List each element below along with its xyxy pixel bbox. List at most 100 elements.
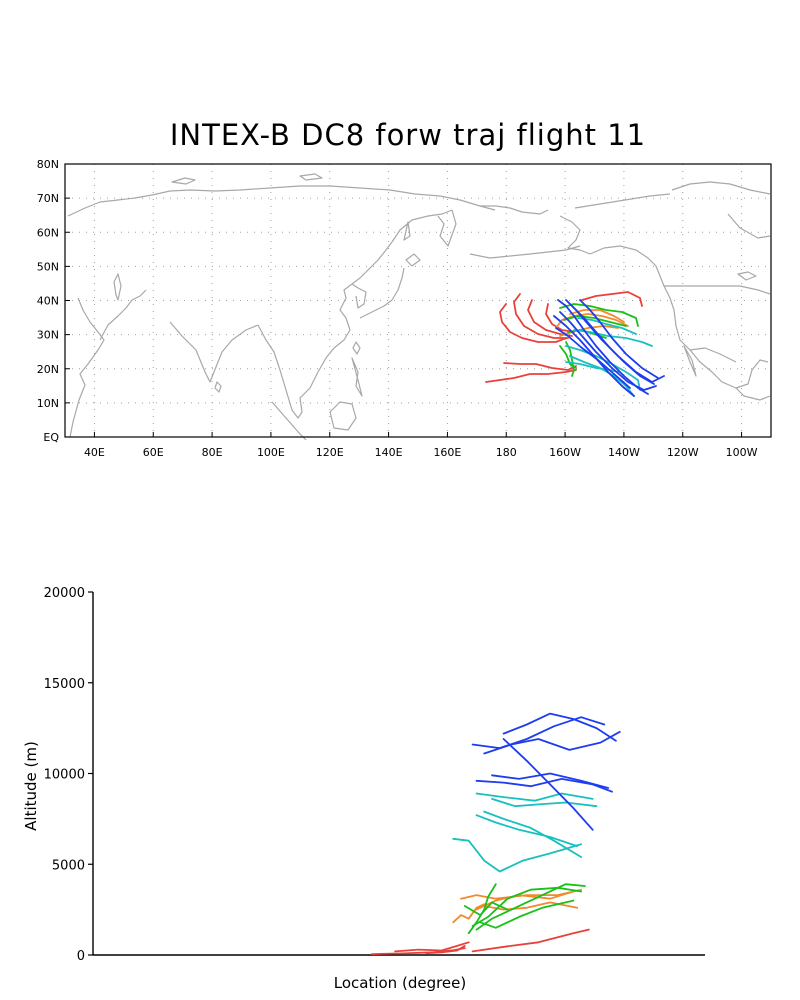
altitude-series-green-9: [471, 886, 582, 927]
y-tick-label: 0: [77, 949, 85, 964]
coastline-east-china: [333, 241, 393, 349]
map-traj-green-4: [559, 345, 577, 369]
y-tick-label: 15000: [44, 677, 85, 692]
coastline-baja: [683, 345, 697, 377]
altitude-series-cyan-16: [475, 792, 594, 802]
map-traj-cyan-3: [573, 329, 653, 347]
altitude-chart: 0 5000 10000 15000 20000 Altitude (m) Locati…: [22, 586, 705, 992]
altitude-series-blue-20: [502, 712, 617, 742]
y-tick-label: 5000: [52, 858, 85, 873]
coastline-southeast-asia: [257, 324, 335, 419]
coastline-great-lakes: [737, 271, 757, 281]
border-us-mexico: [689, 347, 737, 363]
altitude-series-red-1: [394, 941, 470, 953]
coastline-severnaya: [299, 173, 323, 181]
altitude-series-cyan-17: [491, 797, 598, 808]
coastline-borneo: [329, 401, 357, 431]
map-traj-orange-1: [555, 313, 629, 329]
altitude-series-green-11: [463, 901, 509, 917]
map-lon-label: 180: [496, 446, 517, 459]
altitude-series-blue-19: [483, 730, 621, 755]
map-lat-label: 40N: [37, 295, 59, 308]
map-traj-green-1: [559, 303, 639, 327]
map-lon-label: 80E: [202, 446, 223, 459]
map-traj-red-2: [513, 293, 569, 339]
map-lat-label: 20N: [37, 363, 59, 376]
map-latitude-labels: 80N 70N 60N 50N 40N 30N 20N 10N EQ: [37, 158, 70, 444]
trajectory-map: 80N 70N 60N 50N 40N 30N 20N 10N EQ 40E 60E 80E 100E…: [37, 158, 772, 459]
y-tick-label: 20000: [44, 586, 85, 601]
x-axis-label: Location (degree): [334, 974, 466, 992]
coastline-kamchatka: [437, 209, 457, 247]
coastline-hokkaido: [405, 253, 421, 267]
coastline-india: [169, 321, 259, 383]
map-traj-cyan-4: [565, 361, 619, 373]
coastline-hudson: [727, 213, 771, 239]
coastline-taiwan: [352, 341, 361, 355]
coastline-korea: [351, 283, 367, 309]
altitude-series-orange-4: [452, 903, 486, 924]
map-lon-label: 120W: [667, 446, 699, 459]
map-lat-label: 60N: [37, 226, 59, 239]
coastline-arctic-eurasia: [67, 185, 496, 217]
map-lat-label: 50N: [37, 260, 59, 273]
altitude-series-red-2: [425, 944, 466, 955]
altitude-series-blue-22: [491, 772, 610, 789]
altitude-series-cyan-15: [483, 810, 582, 858]
map-traj-blue-6: [555, 327, 631, 389]
coastline-japan: [359, 267, 405, 319]
altitude-series: [370, 712, 621, 956]
coastline-philippines: [351, 357, 363, 397]
altitude-series-blue-18: [471, 716, 606, 750]
border-us-canada: [664, 285, 771, 295]
map-longitude-labels: 40E 60E 80E 100E 120E 140E 160E 180 160W 140W 120W…: [84, 432, 758, 459]
coastline-alaska-west: [559, 215, 591, 255]
altitude-axes: 0 5000 10000 15000 20000: [44, 586, 705, 964]
map-traj-red-6: [485, 369, 577, 383]
coastline-sri-lanka: [214, 381, 222, 393]
altitude-series-blue-23: [502, 738, 594, 831]
coastline-chukotka: [480, 205, 549, 215]
coastline-africa: [69, 297, 105, 438]
map-lon-label: 140W: [608, 446, 640, 459]
map-lon-label: 140E: [375, 446, 403, 459]
coastline-gulf-of-alaska: [589, 245, 665, 287]
map-traj-orange-2: [559, 325, 619, 337]
altitude-series-cyan-13: [452, 837, 582, 873]
map-traj-blue-5: [571, 305, 655, 385]
coastline-aleutians: [469, 245, 581, 259]
altitude-series-green-12: [479, 899, 575, 929]
coastline-arctic-america: [574, 193, 671, 209]
coastline-arabia: [99, 289, 147, 341]
map-traj-blue-7: [579, 299, 659, 379]
map-lon-label: 40E: [84, 446, 105, 459]
map-gridlines: [65, 164, 771, 437]
coastline-sakhalin: [403, 221, 411, 241]
plot-title: INTEX-B DC8 forw traj flight 11: [169, 118, 647, 152]
altitude-series-cyan-14: [475, 814, 579, 848]
map-lat-label: 30N: [37, 329, 59, 342]
map-lat-label: 10N: [37, 397, 59, 410]
altitude-series-red-3: [471, 928, 590, 953]
coastline-okhotsk: [391, 209, 453, 243]
map-lon-label: 120E: [316, 446, 344, 459]
map-traj-red-4: [545, 303, 575, 333]
coastline-west-coast: [663, 285, 769, 389]
map-traj-red-1: [499, 303, 567, 343]
map-lat-label: EQ: [43, 431, 59, 444]
map-trajectories: [485, 291, 665, 397]
map-lon-label: 160W: [549, 446, 581, 459]
map-traj-red-7: [581, 291, 643, 307]
map-lon-label: 60E: [143, 446, 164, 459]
map-lon-label: 160E: [433, 446, 461, 459]
coastline-canadian-islands: [671, 181, 771, 195]
y-tick-label: 10000: [44, 768, 85, 783]
map-traj-orange-3: [569, 309, 625, 323]
map-traj-green-2: [563, 315, 627, 327]
map-lat-label: 80N: [37, 158, 59, 171]
map-lon-label: 100W: [726, 446, 758, 459]
map-lon-label: 100E: [257, 446, 285, 459]
map-traj-blue-2: [559, 311, 657, 391]
altitude-series-blue-21: [475, 777, 613, 793]
coastlines: [67, 173, 771, 441]
